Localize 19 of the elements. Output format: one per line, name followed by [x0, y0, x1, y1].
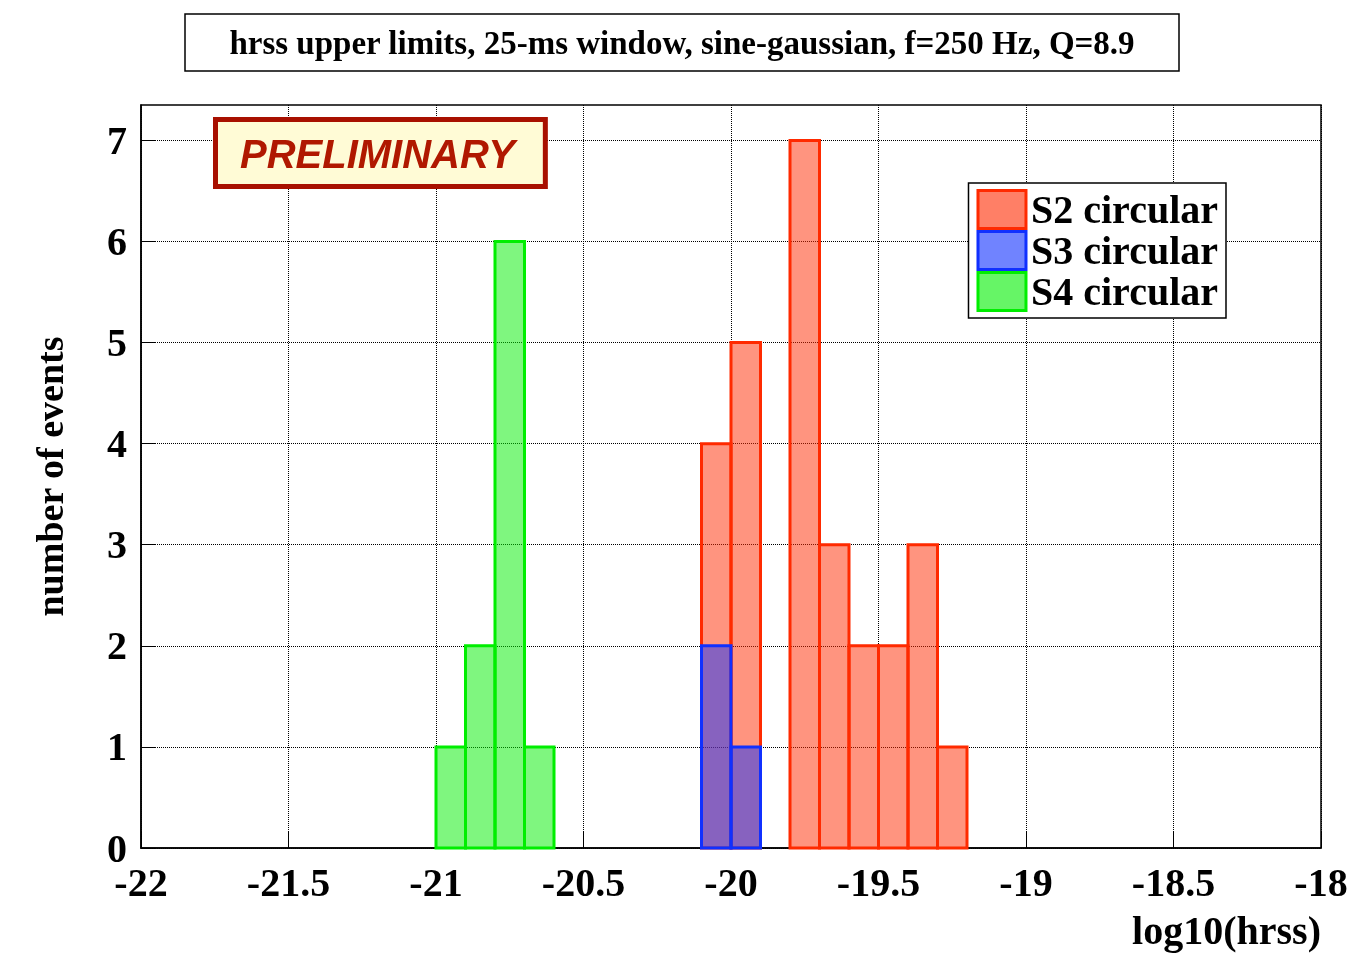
annotation: PRELIMINARY	[240, 132, 519, 176]
x-tick-label: -19	[999, 859, 1053, 905]
y-tick-label: 5	[107, 320, 127, 366]
y-axis-title: number of events	[29, 336, 71, 617]
x-tick-label: -21.5	[246, 859, 331, 905]
x-tick-label: -18.5	[1131, 859, 1216, 905]
x-tick-label: -20	[704, 859, 758, 905]
y-tick-label: 2	[107, 623, 127, 669]
y-tick-label: 7	[107, 117, 127, 163]
x-tick-label: -20.5	[541, 859, 626, 905]
x-tick-label: -19.5	[836, 859, 921, 905]
y-tick-label: 3	[107, 522, 127, 568]
x-tick-label: -18	[1294, 859, 1348, 905]
y-tick-label: 6	[107, 218, 127, 264]
chart-title: hrss upper limits, 25-ms window, sine-gaussian, f=250 Hz, Q=8.9	[229, 24, 1135, 61]
x-axis-title: log10(hrss)	[1132, 907, 1321, 953]
x-tick-label: -21	[409, 859, 463, 905]
y-tick-label: 1	[107, 724, 127, 770]
y-tick-label: 4	[107, 421, 127, 467]
